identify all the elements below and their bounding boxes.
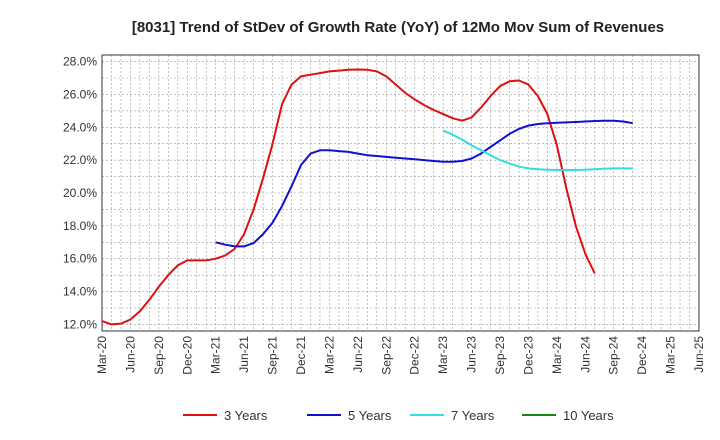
grid-lines	[102, 55, 699, 331]
x-tick-label: Dec-23	[521, 336, 535, 375]
x-tick-label: Dec-20	[180, 336, 194, 375]
x-tick-label: Mar-24	[550, 336, 564, 374]
x-tick-label: Jun-20	[123, 336, 137, 373]
x-tick-label: Sep-21	[266, 336, 280, 375]
x-tick-label: Jun-23	[465, 336, 479, 373]
x-tick-label: Jun-25	[692, 336, 706, 373]
y-tick-label: 16.0%	[63, 252, 97, 266]
legend-label: 3 Years	[224, 408, 268, 423]
y-tick-label: 20.0%	[63, 186, 97, 200]
x-tick-label: Dec-22	[408, 336, 422, 375]
x-tick-label: Jun-22	[351, 336, 365, 373]
x-tick-label: Mar-22	[322, 336, 336, 374]
x-tick-label: Jun-24	[578, 336, 592, 373]
y-tick-label: 28.0%	[63, 55, 97, 69]
plot-frame	[101, 54, 700, 332]
series-line-5-years	[215, 119, 633, 248]
x-tick-label: Sep-24	[607, 336, 621, 375]
series-lines	[101, 68, 633, 326]
x-tick-label: Mar-21	[209, 336, 223, 374]
legend-label: 7 Years	[451, 408, 495, 423]
x-axis-ticks: Mar-20 Jun-20 Sep-20 Dec-20 Mar-21 Jun-21 Sep-…	[95, 336, 706, 375]
series-line-7-years	[442, 129, 633, 171]
legend-label: 5 Years	[348, 408, 392, 423]
x-tick-label: Mar-25	[664, 336, 678, 374]
series-line-3-years	[101, 68, 596, 326]
y-tick-label: 26.0%	[63, 87, 97, 101]
x-tick-label: Sep-20	[152, 336, 166, 375]
y-tick-label: 24.0%	[63, 120, 97, 134]
x-tick-label: Dec-21	[294, 336, 308, 375]
y-axis-ticks: 12.0% 14.0% 16.0% 18.0% 20.0% 22.0% 24.0% 26.0%…	[63, 55, 97, 332]
x-tick-label: Sep-22	[379, 336, 393, 375]
x-tick-label: Sep-23	[493, 336, 507, 375]
y-tick-label: 22.0%	[63, 153, 97, 167]
x-tick-label: Mar-20	[95, 336, 109, 374]
y-tick-label: 18.0%	[63, 219, 97, 233]
x-tick-label: Mar-23	[436, 336, 450, 374]
x-tick-label: Dec-24	[635, 336, 649, 375]
y-tick-label: 12.0%	[63, 317, 97, 331]
legend: 3 Years 5 Years 7 Years 10 Years	[183, 408, 614, 423]
chart-title: [8031] Trend of StDev of Growth Rate (Yo…	[132, 19, 664, 36]
x-tick-label: Jun-21	[237, 336, 251, 373]
y-tick-label: 14.0%	[63, 285, 97, 299]
legend-label: 10 Years	[563, 408, 614, 423]
